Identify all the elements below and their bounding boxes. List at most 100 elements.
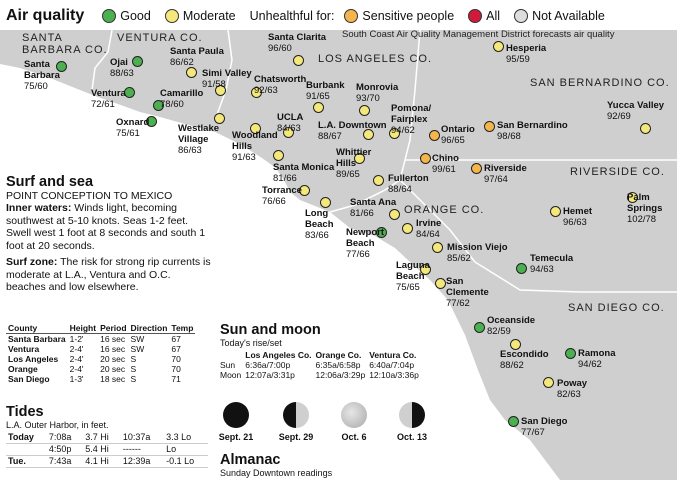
city-label: Woodland Hills 91/63 — [232, 130, 278, 163]
sun-moon-row: Sun 6:36a/7:00p 6:35a/6:58p 6:40a/7:04p — [220, 360, 423, 370]
city-marker-icon — [389, 209, 400, 220]
city-label: Ramona 94/62 — [578, 348, 615, 370]
tides-row: Today 7:08a 3.7 Hi 10:37a 3.3 Lo — [6, 432, 208, 444]
surf-table-cell: 70 — [171, 354, 181, 364]
city-label: Santa Clarita 96/60 — [268, 32, 326, 54]
tides-cell: 3.3 Lo — [164, 432, 208, 444]
legend-title: Air quality — [6, 7, 85, 24]
sun-moon-header — [220, 350, 245, 360]
city-name: Santa Paula — [170, 46, 224, 57]
tides-cell: 12:39a — [120, 455, 165, 468]
surf-table-cell: S — [130, 354, 137, 364]
city-marker-icon — [484, 121, 495, 132]
city-marker-icon — [124, 87, 135, 98]
city-label: Simi Valley 91/58 — [202, 68, 252, 90]
sun-moon-cell: Moon — [220, 370, 242, 380]
surf-zone-text: The risk for strong rip currents is mode… — [6, 256, 211, 293]
city-marker-icon — [273, 150, 284, 161]
sun-moon-section: Sun and moon Today's rise/set Los Angele… — [220, 322, 470, 380]
city-marker-icon — [516, 263, 527, 274]
city-reading: 78/60 — [160, 99, 184, 110]
city-name: Escondido — [500, 349, 549, 360]
sun-moon-subtitle: Today's rise/set — [220, 338, 282, 348]
city-label: Chatsworth 92/63 — [254, 74, 306, 96]
city-marker-icon — [215, 85, 226, 96]
city-reading: 86/63 — [178, 145, 202, 156]
tides-cell: 10:37a — [120, 432, 165, 444]
city-reading: 75/60 — [24, 81, 48, 92]
city-name: Simi Valley — [202, 68, 252, 79]
city-reading: 94/62 — [578, 359, 602, 370]
city-reading: 77/62 — [446, 298, 470, 309]
city-reading: 96/63 — [563, 217, 587, 228]
city-reading: 97/64 — [484, 174, 508, 185]
moon-phase-first-quarter: Sept. 29 — [266, 402, 326, 442]
surf-table-cell: 2-4' — [69, 354, 84, 364]
city-marker-icon — [543, 377, 554, 388]
city-marker-icon — [432, 242, 443, 253]
city-name: Ventura — [91, 88, 126, 99]
city-marker-icon — [510, 339, 521, 350]
inner-waters-text: Winds light, becoming southwest at 5-10 … — [6, 202, 206, 252]
city-marker-icon — [373, 175, 384, 186]
city-marker-icon — [420, 264, 431, 275]
land-mass — [0, 30, 677, 480]
city-name: Ojai — [110, 57, 128, 68]
city-label: San Bernardino 98/68 — [497, 120, 568, 142]
city-name: L.A. Downtown — [318, 120, 387, 131]
city-label: Santa Monica 81/66 — [273, 162, 334, 184]
surf-table-cell: SW — [130, 334, 145, 344]
moon-phase-label: Oct. 6 — [341, 432, 367, 442]
tides-cell: 4.1 Hi — [83, 455, 121, 468]
city-marker-icon — [153, 100, 164, 111]
city-name: Yucca Valley — [607, 100, 665, 111]
surf-table-cell: 1-2' — [69, 334, 84, 344]
new-moon-icon — [223, 402, 249, 428]
city-label: Riverside 97/64 — [484, 163, 527, 185]
city-label: Ventura 72/61 — [91, 88, 126, 110]
city-reading: 92/69 — [607, 111, 631, 122]
city-label: Pomona/ Fairplex 94/62 — [391, 103, 431, 136]
city-label: Burbank 91/65 — [306, 80, 345, 102]
city-reading: 77/67 — [521, 427, 545, 438]
sun-moon-cell: 6:35a/6:58p — [315, 360, 361, 370]
city-reading: 86/62 — [170, 57, 194, 68]
city-reading: 91/65 — [306, 91, 330, 102]
tides-cell: ------ — [120, 443, 165, 456]
city-marker-icon — [359, 105, 370, 116]
legend-all-label: All — [486, 9, 501, 23]
city-marker-icon — [550, 206, 561, 217]
city-reading: 81/66 — [273, 173, 297, 184]
surf-table-cell: S — [130, 364, 137, 374]
tides-cell: 4:50p — [46, 443, 84, 456]
surf-table-cell: 67 — [171, 344, 181, 354]
legend-unhealthful-label: Unhealthful for: — [249, 9, 335, 23]
city-name: Ramona — [578, 348, 616, 359]
city-label: Long Beach 83/66 — [305, 208, 334, 241]
surf-table-header: Period — [98, 323, 129, 334]
surf-table-header: Height — [67, 323, 99, 334]
city-marker-icon — [640, 123, 651, 134]
city-marker-icon — [354, 153, 365, 164]
city-marker-icon — [493, 41, 504, 52]
legend-good-label: Good — [120, 9, 151, 23]
legend-good: Good — [102, 9, 151, 23]
city-reading: 88/63 — [110, 68, 134, 79]
region-santa-barbara: SANTA BARBARA CO. — [22, 32, 108, 56]
city-label: Hesperia 95/59 — [506, 43, 546, 65]
surf-table-row: San Diego 1-3' 18 sec S 71 — [6, 374, 195, 384]
city-name: Camarillo — [160, 88, 204, 99]
tides-row: 4:50p 5.4 Hi ------ Lo — [6, 443, 208, 456]
city-name: San Diego — [521, 416, 568, 427]
surf-table-cell: 2-4' — [69, 344, 84, 354]
city-reading: 96/60 — [268, 43, 292, 54]
city-label: Hemet 96/63 — [563, 206, 592, 228]
tides-section: Tides L.A. Outer Harbor, in feet. Today 7… — [6, 404, 208, 468]
city-marker-icon — [402, 223, 413, 234]
region-san-bernardino: SAN BERNARDINO CO. — [530, 77, 670, 89]
moderate-dot-icon — [164, 9, 179, 23]
full-moon-icon — [341, 402, 367, 428]
city-label: L.A. Downtown 88/67 — [318, 120, 387, 142]
tides-title: Tides — [6, 404, 44, 420]
